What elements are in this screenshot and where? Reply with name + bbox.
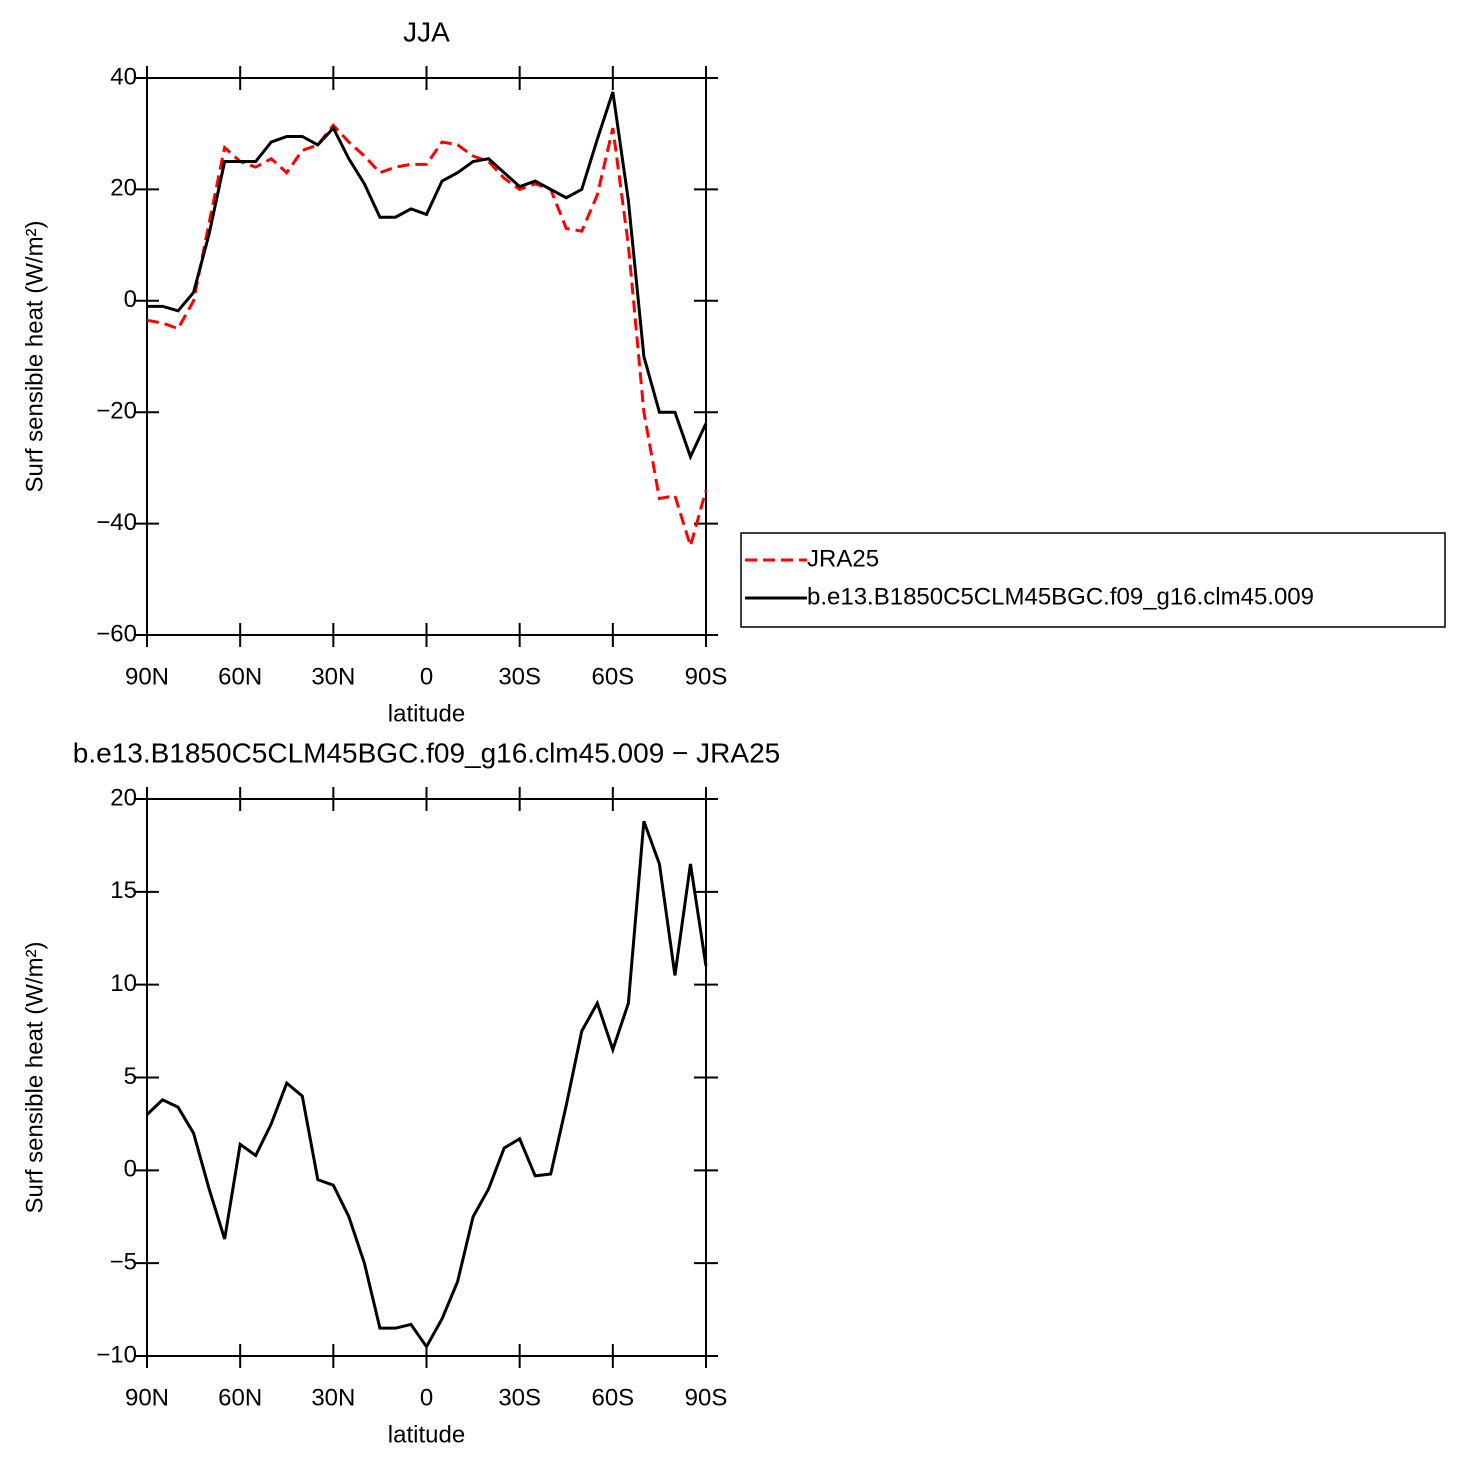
x-tick-label: 60N [218,1384,262,1411]
chart-title: b.e13.B1850C5CLM45BGC.f09_g16.clm45.009 … [73,737,780,768]
y-axis-label: Surf sensible heat (W/m²) [21,941,48,1213]
chart-title: JJA [403,16,450,47]
x-tick-label: 30S [498,663,541,690]
y-tick-label: −20 [96,398,137,425]
y-tick-label: 5 [124,1063,137,1090]
x-tick-label: 90S [685,1384,728,1411]
legend-label: b.e13.B1850C5CLM45BGC.f09_g16.clm45.009 [807,583,1314,610]
x-axis-label: latitude [388,700,465,727]
plot-frame [146,77,707,636]
x-tick-label: 60N [218,663,262,690]
data-line [147,91,708,461]
x-tick-label: 60S [591,1384,634,1411]
x-tick-label: 90N [125,663,169,690]
x-axis-label: latitude [388,1421,465,1448]
y-tick-label: 10 [110,970,137,997]
y-tick-label: −10 [96,1341,137,1368]
x-tick-label: 0 [420,663,433,690]
y-tick-label: 15 [110,877,137,904]
x-tick-label: 90N [125,1384,169,1411]
plot-frame [146,798,707,1357]
x-tick-label: 60S [591,663,634,690]
y-axis-label: Surf sensible heat (W/m²) [21,220,48,492]
data-line [146,123,708,552]
y-tick-label: 0 [124,1156,137,1183]
y-tick-label: 20 [110,175,137,202]
y-tick-label: 0 [124,286,137,313]
x-tick-label: 0 [420,1384,433,1411]
legend-box [740,532,1446,628]
data-line [145,820,708,1350]
legend-label: JRA25 [807,545,879,572]
y-tick-label: −40 [96,509,137,536]
y-tick-label: 40 [110,63,137,90]
x-tick-label: 30S [498,1384,541,1411]
x-tick-label: 90S [685,663,728,690]
y-tick-label: 20 [110,784,137,811]
y-tick-label: −60 [96,620,137,647]
x-tick-label: 30N [311,663,355,690]
y-tick-label: −5 [110,1249,137,1276]
x-tick-label: 30N [311,1384,355,1411]
